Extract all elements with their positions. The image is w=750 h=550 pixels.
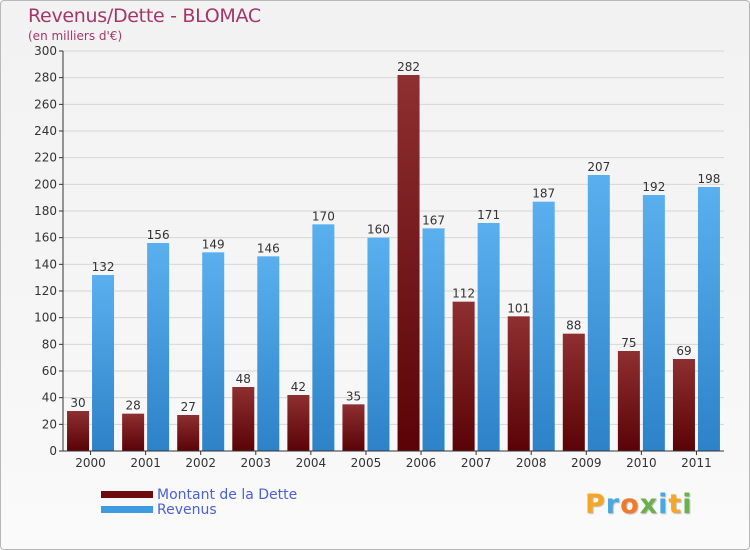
data-label-debt: 48: [236, 372, 251, 386]
x-tick-label: 2010: [626, 456, 657, 470]
bar-debt: [562, 333, 585, 451]
y-tick-label: 180: [34, 204, 57, 218]
x-tick-label: 2006: [406, 456, 437, 470]
grid-lines: [63, 50, 724, 425]
data-label-revenus: 167: [422, 213, 445, 227]
data-label-revenus: 187: [532, 187, 555, 201]
y-tick-label: 260: [34, 97, 57, 111]
bar-revenus: [147, 243, 170, 451]
bar-debt: [672, 359, 695, 451]
bar-revenus: [312, 224, 335, 451]
bar-debt: [342, 404, 365, 451]
y-tick-label: 100: [34, 311, 57, 325]
legend-item-debt: Montant de la Dette: [101, 486, 298, 503]
data-label-revenus: 132: [92, 260, 115, 274]
data-label-revenus: 171: [477, 208, 500, 222]
data-label-debt: 30: [70, 396, 85, 410]
data-label-debt: 42: [291, 380, 306, 394]
x-tick-label: 2009: [571, 456, 602, 470]
bar-revenus: [257, 256, 280, 451]
data-label-debt: 75: [621, 336, 636, 350]
bar-debt: [177, 415, 200, 451]
chart-subtitle: (en milliers d'€): [28, 29, 123, 43]
data-label-revenus: 207: [587, 160, 610, 174]
x-tick-label: 2002: [185, 456, 216, 470]
data-label-debt: 282: [397, 60, 420, 74]
bar-debt: [617, 351, 640, 451]
logo-letter: x: [639, 489, 659, 520]
data-label-debt: 35: [346, 389, 361, 403]
y-tick-label: 240: [34, 124, 57, 138]
bar-revenus: [202, 252, 225, 451]
y-tick-label: 140: [34, 257, 57, 271]
y-tick-label: 160: [34, 231, 57, 245]
bar-debt: [397, 75, 420, 451]
x-tick-label: 2000: [75, 456, 106, 470]
data-label-revenus: 160: [367, 223, 390, 237]
y-tick-label: 20: [42, 417, 57, 431]
bar-revenus: [532, 201, 555, 451]
y-tick-label: 220: [34, 151, 57, 165]
axes: 0 20 40 60 80 100 120 140 160 180 200 220 240 260 280 3…: [34, 44, 724, 470]
y-tick-label: 280: [34, 71, 57, 85]
data-label-debt: 69: [676, 344, 691, 358]
data-label-debt: 101: [507, 301, 530, 315]
data-labels: 30 132 28 156 27 149 48 146 42 170 35 160 282 167 112 1…: [70, 60, 720, 414]
bar-revenus: [642, 195, 665, 451]
y-tick-label: 0: [49, 444, 57, 458]
logo-letter: o: [620, 489, 640, 520]
bar-revenus: [422, 228, 445, 451]
y-tick-label: 300: [34, 44, 57, 58]
logo-letter: P: [585, 489, 606, 520]
y-tick-label: 60: [42, 364, 57, 378]
bar-debt: [232, 387, 255, 451]
x-tick-label: 2008: [516, 456, 547, 470]
bar-revenus: [92, 275, 115, 451]
proxiti-logo: Proxiti: [585, 489, 693, 520]
legend-swatch-revenus: [101, 506, 153, 513]
bar-debt: [287, 395, 310, 451]
bars: [67, 75, 720, 451]
y-tick-label: 80: [42, 337, 57, 351]
x-tick-label: 2003: [241, 456, 272, 470]
data-label-revenus: 146: [257, 241, 280, 255]
y-tick-label: 120: [34, 284, 57, 298]
data-label-revenus: 170: [312, 209, 335, 223]
bar-revenus: [477, 223, 500, 451]
x-tick-label: 2005: [351, 456, 382, 470]
legend-swatch-debt: [101, 491, 153, 498]
bar-debt: [452, 301, 475, 451]
logo-letter: i: [658, 489, 669, 520]
data-label-debt: 28: [125, 399, 140, 413]
data-label-revenus: 192: [642, 180, 665, 194]
bar-debt: [507, 316, 530, 451]
data-label-debt: 27: [181, 400, 196, 414]
bar-debt: [122, 413, 145, 451]
data-label-revenus: 149: [202, 237, 225, 251]
y-tick-label: 200: [34, 177, 57, 191]
data-label-revenus: 198: [698, 172, 721, 186]
legend-label-debt: Montant de la Dette: [157, 486, 298, 503]
bar-revenus: [587, 175, 610, 451]
x-tick-label: 2011: [681, 456, 712, 470]
data-label-debt: 112: [452, 287, 475, 301]
x-tick-label: 2001: [130, 456, 161, 470]
bar-revenus: [697, 187, 720, 451]
y-tick-label: 40: [42, 391, 57, 405]
data-label-revenus: 156: [147, 228, 170, 242]
logo-letter: r: [605, 489, 621, 520]
legend-label-revenus: Revenus: [157, 501, 217, 518]
logo-letter: t: [668, 489, 683, 520]
chart-title: Revenus/Dette - BLOMAC: [28, 5, 261, 27]
logo-letter: i: [682, 489, 693, 520]
bar-revenus: [367, 237, 390, 451]
x-tick-label: 2007: [461, 456, 492, 470]
data-label-debt: 88: [566, 319, 581, 333]
bar-debt: [67, 411, 90, 451]
x-tick-label: 2004: [296, 456, 327, 470]
legend-item-revenus: Revenus: [101, 501, 297, 518]
legend: Montant de la Dette Revenus: [101, 486, 298, 518]
